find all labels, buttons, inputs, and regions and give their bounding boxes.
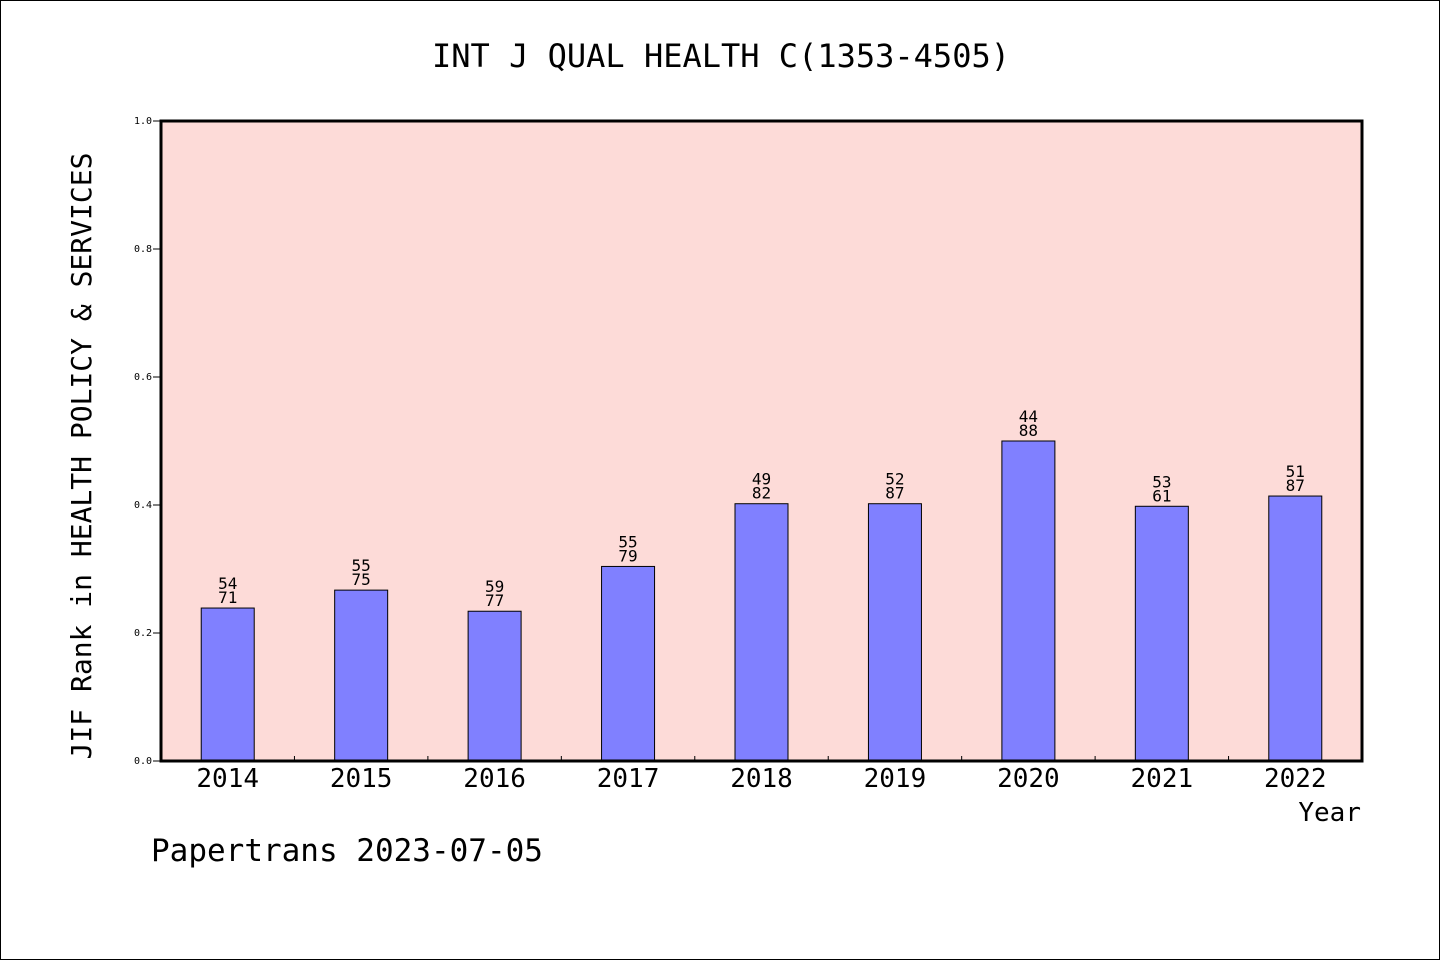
chart-title: INT J QUAL HEALTH C(1353-4505) bbox=[432, 37, 1010, 75]
bar bbox=[1268, 495, 1323, 762]
bar bbox=[200, 607, 255, 762]
bar-label: 55 bbox=[618, 532, 637, 551]
y-tick-label: 0.8 bbox=[134, 244, 152, 255]
bar-label: 77 bbox=[485, 591, 504, 610]
bar bbox=[734, 503, 789, 762]
bar-label: 88 bbox=[1019, 421, 1038, 440]
bar-label: 59 bbox=[485, 577, 504, 596]
x-axis: 2014 2015 2016 2017 2018 2019 2020 2021 2022 bbox=[196, 756, 1327, 794]
x-tick-label: 2015 bbox=[330, 764, 393, 794]
bar-label: 61 bbox=[1152, 486, 1171, 505]
x-tick-label: 2017 bbox=[597, 764, 660, 794]
x-tick-label: 2019 bbox=[864, 764, 927, 794]
x-tick-label: 2021 bbox=[1131, 764, 1194, 794]
x-tick-label: 2016 bbox=[463, 764, 526, 794]
bar bbox=[601, 565, 656, 762]
bar-label: 44 bbox=[1019, 407, 1038, 426]
y-axis-label: JIF Rank in HEALTH POLICY & SERVICES bbox=[65, 153, 98, 760]
x-tick-label: 2022 bbox=[1264, 764, 1327, 794]
bar-label: 82 bbox=[752, 484, 771, 503]
bar-label: 49 bbox=[752, 470, 771, 489]
bar bbox=[867, 503, 922, 762]
bar-label: 55 bbox=[352, 556, 371, 575]
bar bbox=[467, 610, 522, 762]
x-tick-label: 2020 bbox=[997, 764, 1060, 794]
bars-group bbox=[200, 440, 1323, 762]
bar-label: 53 bbox=[1152, 472, 1171, 491]
x-axis-label: Year bbox=[1298, 798, 1361, 828]
bar-label: 52 bbox=[885, 470, 904, 489]
bar bbox=[334, 589, 389, 762]
bar bbox=[1001, 440, 1056, 762]
y-tick-label: 0.2 bbox=[134, 628, 152, 639]
bar-label: 87 bbox=[1286, 476, 1305, 495]
x-tick-label: 2018 bbox=[730, 764, 793, 794]
bar-label: 79 bbox=[618, 546, 637, 565]
y-tick-label: 0.0 bbox=[134, 756, 152, 767]
footer-text: Papertrans 2023-07-05 bbox=[151, 833, 543, 869]
y-tick-label: 0.4 bbox=[134, 500, 152, 511]
bar-label: 54 bbox=[218, 574, 237, 593]
x-tick-label: 2014 bbox=[196, 764, 259, 794]
bar-label: 87 bbox=[885, 484, 904, 503]
bar bbox=[1134, 505, 1189, 762]
plot-border bbox=[159, 119, 1364, 763]
bar-label: 71 bbox=[218, 588, 237, 607]
bar-label: 51 bbox=[1286, 462, 1305, 481]
bar-label: 75 bbox=[352, 570, 371, 589]
y-axis: 0.0 0.2 0.4 0.6 0.8 1.0 bbox=[134, 116, 161, 767]
y-tick-label: 0.6 bbox=[134, 372, 152, 383]
y-tick-label: 1.0 bbox=[134, 116, 152, 127]
